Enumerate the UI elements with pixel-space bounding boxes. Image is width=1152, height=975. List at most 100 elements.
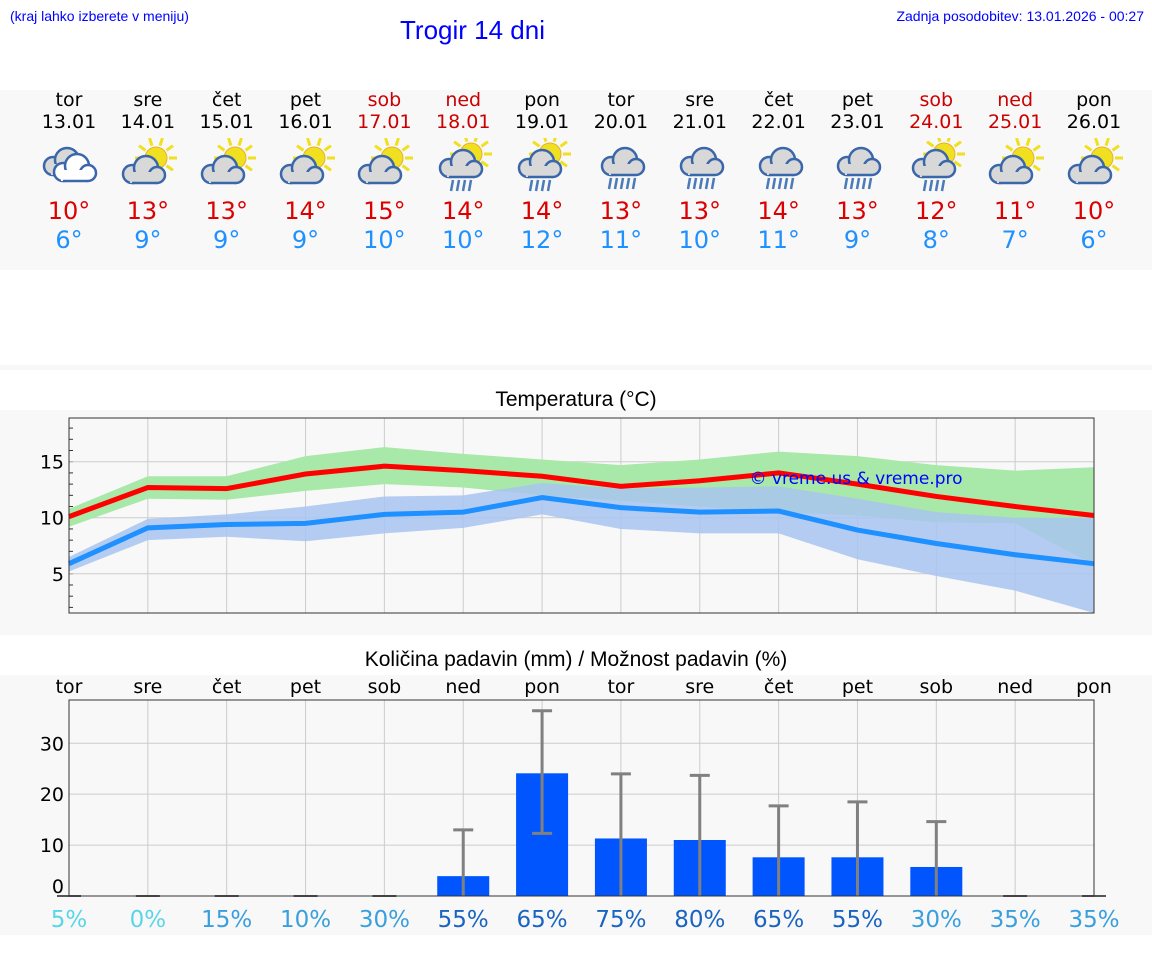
location-hint[interactable]: (kraj lahko izberete v meniju)	[10, 8, 189, 24]
min-temp: 9°	[291, 226, 320, 254]
probability-label: 65%	[753, 907, 804, 933]
cloud-rain-icon	[739, 138, 819, 190]
divider	[0, 365, 1152, 370]
probability-label: 80%	[674, 907, 725, 933]
day-name: sre	[133, 89, 163, 111]
max-temp: 13°	[836, 197, 879, 225]
day-date: 17.01	[357, 111, 412, 133]
sun-cloud-rain-icon	[502, 133, 582, 192]
min-temp: 6°	[55, 226, 83, 254]
min-temp: 6°	[1080, 226, 1108, 254]
day-name: sob	[919, 89, 954, 111]
day-label: sob	[368, 676, 402, 698]
day-label: čet	[764, 676, 794, 698]
page-title: Trogir 14 dni	[400, 15, 545, 45]
min-temp: 7°	[1001, 226, 1029, 254]
day-name: ned	[445, 89, 482, 111]
day-date: 25.01	[987, 111, 1043, 133]
min-temp: 11°	[757, 226, 800, 254]
min-temp: 10°	[678, 226, 722, 254]
probability-label: 35%	[1068, 907, 1119, 933]
cloud-rain-icon	[660, 138, 740, 190]
probability-label: 55%	[438, 907, 489, 933]
partly-sunny-icon	[266, 137, 346, 188]
min-temp: 9°	[843, 226, 872, 254]
max-temp: 13°	[126, 197, 170, 225]
min-temperature-line	[67, 495, 1095, 567]
day-date: 22.01	[751, 111, 806, 133]
y-tick-label: 10	[40, 508, 64, 530]
day-label: pet	[842, 676, 873, 698]
day-name: čet	[211, 89, 242, 111]
sun-cloud-rain-icon	[423, 133, 503, 192]
y-tick-label: 30	[40, 733, 64, 755]
min-temp: 10°	[363, 226, 406, 254]
day-date: 21.01	[672, 111, 727, 133]
min-temp: 9°	[134, 226, 162, 254]
day-date: 26.01	[1066, 111, 1122, 133]
probability-label: 75%	[595, 907, 646, 933]
partly-sunny-icon	[975, 137, 1055, 188]
probability-label: 5%	[51, 907, 88, 933]
precipitation-chart-title: Količina padavin (mm) / Možnost padavin …	[364, 648, 788, 671]
probability-label: 35%	[990, 907, 1041, 933]
max-temp: 12°	[915, 197, 958, 225]
max-temperature-line	[68, 463, 1095, 519]
day-label: sre	[685, 676, 714, 698]
day-date: 20.01	[593, 111, 649, 133]
day-name: pet	[289, 89, 322, 111]
max-temp: 14°	[284, 197, 327, 225]
y-tick-label: 15	[40, 452, 64, 474]
probability-label: 65%	[517, 907, 568, 933]
day-name: pon	[1076, 89, 1112, 111]
day-label: pon	[524, 676, 560, 698]
probability-label: 0%	[130, 907, 167, 933]
cloud-rain-icon	[817, 138, 897, 190]
day-label: tor	[607, 676, 634, 698]
plot-frame	[68, 417, 1095, 614]
forecast-strip	[0, 90, 1152, 270]
max-temp: 13°	[205, 197, 248, 225]
day-date: 18.01	[436, 111, 491, 133]
probability-label: 30%	[359, 907, 410, 933]
max-temp: 10°	[1072, 197, 1116, 225]
cloudy-icon	[29, 138, 109, 188]
max-temp: 14°	[757, 197, 800, 225]
y-tick-label: 10	[40, 835, 64, 857]
day-name: sre	[685, 89, 715, 111]
plot-frame	[68, 699, 1095, 897]
day-label: pon	[1076, 676, 1112, 698]
y-tick-label: 0	[52, 876, 64, 898]
sun-cloud-rain-icon	[896, 133, 976, 192]
min-temp: 11°	[599, 226, 643, 254]
y-tick-label: 5	[52, 564, 64, 586]
probability-label: 30%	[911, 907, 962, 933]
day-date: 14.01	[120, 111, 176, 133]
max-temp: 13°	[599, 197, 643, 225]
min-temp: 10°	[441, 226, 485, 254]
probability-label: 10%	[280, 907, 331, 933]
day-label: sre	[133, 676, 162, 698]
probability-label: 15%	[201, 907, 252, 933]
day-date: 24.01	[909, 111, 964, 133]
day-label: čet	[212, 676, 242, 698]
partly-sunny-icon	[108, 137, 188, 188]
partly-sunny-icon	[187, 137, 267, 188]
min-temp: 9°	[213, 226, 241, 254]
watermark: © vreme.us & vreme.pro	[749, 469, 962, 489]
day-date: 15.01	[199, 111, 254, 133]
day-label: sob	[920, 676, 954, 698]
temperature-chart-title: Temperatura (°C)	[495, 388, 657, 411]
day-name: čet	[763, 89, 794, 111]
y-tick-label: 20	[40, 784, 64, 806]
day-name: tor	[55, 89, 83, 111]
day-label: ned	[997, 676, 1033, 698]
day-date: 19.01	[514, 111, 570, 133]
day-name: sob	[367, 89, 402, 111]
max-temp: 14°	[520, 197, 564, 225]
partly-sunny-icon	[1054, 137, 1134, 188]
day-name: pet	[841, 89, 874, 111]
min-temp: 12°	[520, 226, 564, 254]
day-date: 16.01	[278, 111, 333, 133]
